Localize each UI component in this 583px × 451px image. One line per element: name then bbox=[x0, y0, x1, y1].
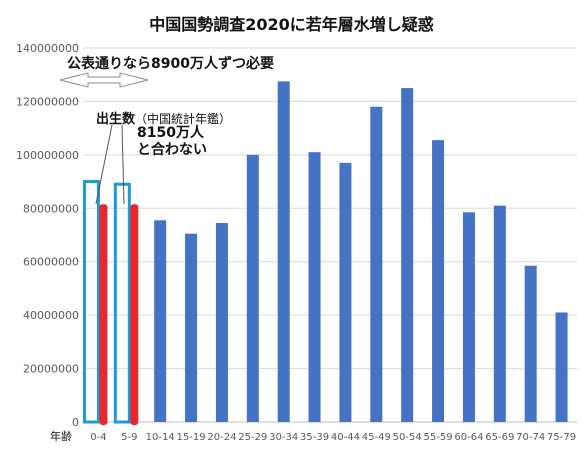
x-tick-label: 50-54 bbox=[393, 432, 422, 443]
y-tick-label: 80000000 bbox=[23, 202, 79, 215]
pointer-line bbox=[95, 124, 113, 205]
x-tick-label: 20-24 bbox=[207, 432, 236, 443]
x-tick-label: 10-14 bbox=[146, 432, 175, 443]
bar bbox=[432, 140, 445, 422]
y-tick-label: 140000000 bbox=[16, 42, 79, 55]
annotation-birth-source-text: （中国統計年鑑） bbox=[135, 112, 232, 126]
bar bbox=[370, 106, 383, 423]
annotation-birth-label: 出生数 bbox=[96, 112, 136, 127]
y-tick-label: 0 bbox=[72, 416, 79, 429]
bar bbox=[185, 233, 198, 422]
annotation-birth-count-line1: 8150万人 bbox=[137, 125, 204, 141]
bar bbox=[524, 265, 537, 422]
y-tick-label: 100000000 bbox=[16, 149, 79, 162]
x-tick-label: 65-69 bbox=[485, 432, 514, 443]
y-tick-label: 40000000 bbox=[23, 309, 79, 322]
bar bbox=[401, 88, 414, 423]
x-tick-label: 70-74 bbox=[516, 432, 545, 443]
x-tick-label: 45-49 bbox=[362, 432, 391, 443]
y-tick-label: 120000000 bbox=[16, 95, 79, 108]
bar bbox=[339, 162, 352, 422]
chart-title: 中国国勢調査2020に若年層水増し疑惑 bbox=[149, 15, 434, 34]
bar bbox=[462, 212, 475, 422]
x-tick-label: 40-44 bbox=[331, 432, 360, 443]
annotation-birth-count: 8150万人 と合わない bbox=[137, 125, 207, 159]
bar bbox=[555, 312, 568, 422]
official-birth-box bbox=[82, 180, 100, 424]
x-tick-label: 15-19 bbox=[177, 432, 206, 443]
y-tick-label: 60000000 bbox=[23, 256, 79, 269]
pointer-line bbox=[121, 124, 125, 205]
annotation-birth-count-line2: と合わない bbox=[137, 142, 207, 158]
brace-arrow bbox=[59, 72, 149, 88]
x-tick-label: 75-79 bbox=[547, 432, 576, 443]
x-tick-label: 25-29 bbox=[238, 432, 267, 443]
x-tick-label: 35-39 bbox=[300, 432, 329, 443]
birth-statistics-bar bbox=[99, 204, 108, 425]
x-tick-label: 30-34 bbox=[269, 432, 298, 443]
bar bbox=[246, 154, 259, 422]
bar bbox=[493, 205, 506, 422]
x-tick-label: 0-4 bbox=[90, 432, 106, 443]
annotation-official-requirement: 公表通りなら8900万人ずつ必要 bbox=[67, 56, 274, 72]
y-tick-label: 20000000 bbox=[23, 363, 79, 376]
x-tick-label: 55-59 bbox=[424, 432, 453, 443]
bar bbox=[215, 222, 228, 422]
official-birth-box bbox=[113, 182, 131, 424]
annotation-birth-source: 出生数（中国統計年鑑） bbox=[96, 108, 231, 127]
birth-statistics-bar bbox=[130, 204, 139, 425]
bar bbox=[308, 152, 321, 422]
bar bbox=[154, 220, 167, 422]
bar bbox=[277, 81, 290, 423]
x-tick-label: 5-9 bbox=[121, 432, 137, 443]
x-axis-label: 年齢 bbox=[50, 429, 72, 443]
x-tick-label: 60-64 bbox=[454, 432, 483, 443]
